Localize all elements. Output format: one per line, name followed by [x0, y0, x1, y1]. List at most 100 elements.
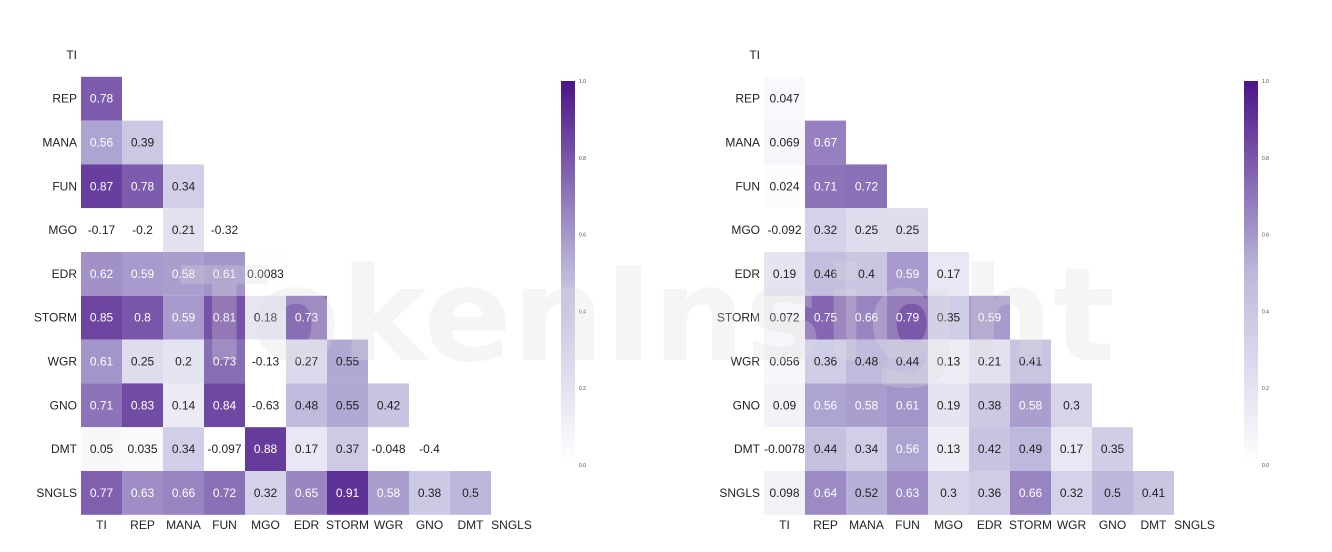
cell-value-label: 0.44 [896, 355, 920, 369]
row-tick-label: WGR [48, 355, 78, 369]
heatmap-cell [969, 471, 1010, 515]
cell-value-label: 0.55 [336, 398, 360, 412]
cell-value-label: 0.83 [131, 398, 155, 412]
row-tick-label: DMT [51, 442, 78, 456]
heatmap-cell [805, 383, 846, 428]
heatmap-cell [81, 76, 122, 121]
cell-value-label: 0.25 [855, 223, 879, 237]
column-tick-label: MANA [166, 518, 201, 532]
column-tick-label: MGO [251, 518, 280, 532]
cell-value-label: 0.25 [896, 223, 920, 237]
column-tick-label: EDR [977, 518, 1003, 532]
cell-value-label: 0.41 [1019, 355, 1043, 369]
heatmap-cell [1010, 383, 1051, 428]
cell-value-label: 0.3 [940, 486, 957, 500]
heatmap-cell [163, 252, 204, 296]
cell-value-label: 0.78 [131, 179, 155, 193]
heatmap-panel-right: 0.047 0.069 0.67 0.024 0.71 0.72 -0.092 0.32 0.2… [717, 48, 1269, 532]
cell-value-label: 0.17 [295, 442, 319, 456]
heatmap-cell [764, 164, 805, 209]
heatmap-cell [969, 295, 1010, 340]
heatmap-cell [368, 471, 409, 515]
row-tick-label: TI [749, 48, 760, 62]
heatmap-cell [163, 383, 204, 428]
heatmap-cell [81, 208, 122, 252]
heatmap-cell [1051, 383, 1092, 428]
column-tick-label: FUN [212, 518, 237, 532]
cell-value-label: 0.55 [336, 355, 360, 369]
cell-value-label: 0.66 [1019, 486, 1043, 500]
cell-value-label: 0.72 [213, 486, 237, 500]
heatmap-cell [805, 164, 846, 209]
heatmap-cell [764, 339, 805, 384]
cell-value-label: 0.27 [295, 355, 319, 369]
heatmap-cell [81, 252, 122, 296]
cell-value-label: 0.71 [814, 179, 838, 193]
heatmap-cell [245, 383, 286, 428]
heatmap-cell [122, 427, 163, 471]
cell-value-label: 0.072 [769, 311, 799, 325]
cell-value-label: 0.19 [773, 267, 797, 281]
cell-value-label: 0.38 [978, 398, 1002, 412]
cell-value-label: -0.32 [211, 223, 239, 237]
heatmap-cell [81, 120, 122, 165]
heatmap-cell [928, 471, 969, 515]
heatmap-cell [204, 339, 245, 384]
heatmap-cell [1010, 339, 1051, 384]
heatmap-cell [764, 427, 805, 471]
cell-value-label: 0.34 [172, 442, 196, 456]
heatmap-cell [122, 164, 163, 209]
cell-value-label: 0.32 [254, 486, 278, 500]
cell-value-label: -0.092 [767, 223, 801, 237]
heatmap-cell [846, 383, 887, 428]
cell-value-label: 0.5 [1104, 486, 1121, 500]
cell-value-label: 0.34 [855, 442, 879, 456]
heatmap-cell [1051, 471, 1092, 515]
heatmap-cell [969, 339, 1010, 384]
column-tick-label: GNO [416, 518, 443, 532]
cell-value-label: 0.32 [814, 223, 838, 237]
heatmap-cell [764, 471, 805, 515]
column-tick-label: MANA [849, 518, 884, 532]
heatmap-cell [286, 295, 327, 340]
column-tick-label: STORM [326, 518, 369, 532]
cell-value-label: 0.56 [814, 398, 838, 412]
cell-value-label: 0.58 [855, 398, 879, 412]
heatmap-cell [245, 339, 286, 384]
heatmap-cell [204, 295, 245, 340]
cell-value-label: 0.67 [814, 136, 838, 150]
heatmap-cell [1133, 471, 1174, 515]
heatmap-cell [846, 164, 887, 209]
row-tick-label: MGO [731, 223, 760, 237]
cell-value-label: 0.13 [937, 355, 961, 369]
cell-value-label: 0.73 [295, 311, 319, 325]
heatmap-cell [846, 295, 887, 340]
row-tick-label: MANA [725, 136, 760, 150]
cell-value-label: 0.35 [1101, 442, 1125, 456]
colorbar-tick-label: 0.2 [579, 386, 586, 392]
cell-value-label: 0.035 [127, 442, 157, 456]
heatmap-cell [327, 383, 368, 428]
row-tick-label: GNO [733, 398, 760, 412]
heatmap-cell [409, 427, 450, 471]
colorbar-tick-label: 0.0 [579, 463, 586, 469]
column-tick-label: FUN [895, 518, 920, 532]
colorbar [561, 81, 575, 465]
heatmap-cell [1010, 427, 1051, 471]
cell-value-label: -0.097 [207, 442, 241, 456]
heatmap-panel-left: 0.78 0.56 0.39 0.87 0.78 0.34 -0.17 -0.2 0.21 -0.… [34, 48, 586, 532]
cell-value-label: 0.36 [814, 355, 838, 369]
cell-value-label: 0.63 [896, 486, 920, 500]
cell-value-label: 0.38 [418, 486, 442, 500]
heatmap-cell [81, 383, 122, 428]
cell-value-label: 0.37 [336, 442, 360, 456]
heatmap-cell [846, 471, 887, 515]
heatmap-cell [887, 295, 928, 340]
cell-value-label: 0.3 [1063, 398, 1080, 412]
cell-value-label: 0.36 [978, 486, 1002, 500]
heatmap-cell [805, 120, 846, 165]
cell-value-label: 0.58 [1019, 398, 1043, 412]
row-tick-label: EDR [735, 267, 761, 281]
column-tick-label: TI [96, 518, 107, 532]
column-tick-label: MGO [934, 518, 963, 532]
